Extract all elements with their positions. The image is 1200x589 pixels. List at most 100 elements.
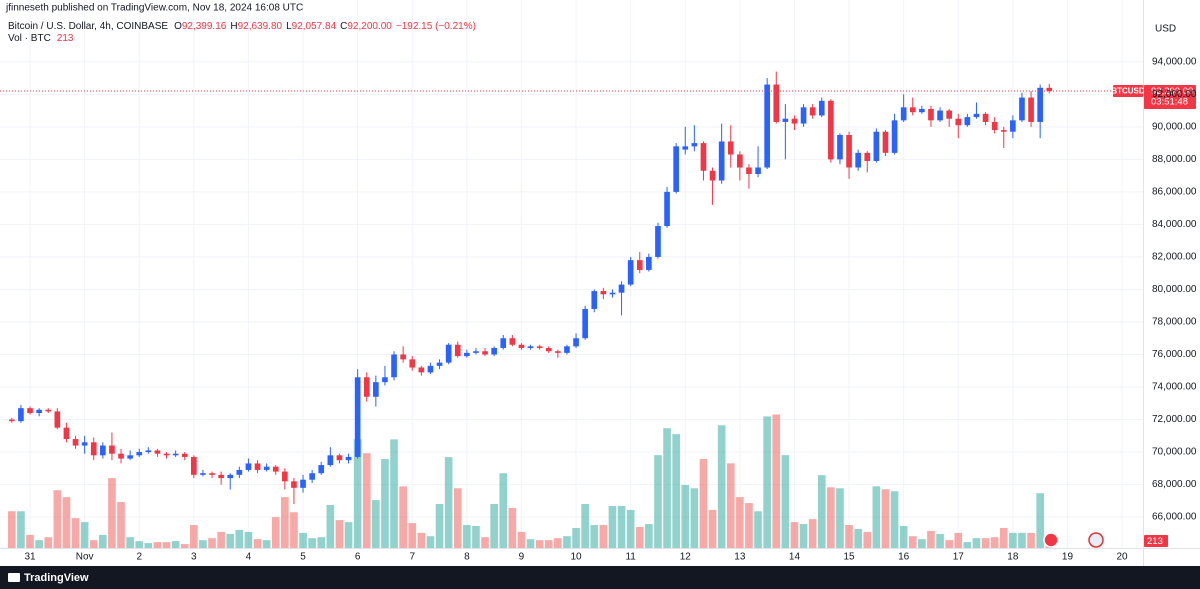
y-tick-label: 84,000.00 — [1152, 219, 1197, 230]
volume-bar — [554, 538, 562, 548]
volume-bar — [235, 529, 244, 548]
candle-body — [900, 107, 907, 121]
volume-bar — [927, 530, 935, 548]
volume-bar — [608, 505, 617, 548]
y-tick-label: 78,000.00 — [1152, 317, 1197, 328]
y-tick-label: 88,000.00 — [1152, 154, 1197, 165]
x-tick-label: 13 — [734, 552, 746, 563]
volume-bar — [845, 525, 853, 548]
volume-bar — [299, 532, 307, 548]
y-tick-label: 92,000.00 — [1152, 89, 1197, 100]
candle-body — [555, 351, 561, 353]
candle-body — [18, 408, 24, 422]
candle-body — [600, 291, 607, 295]
candle-body — [700, 143, 707, 171]
flag-icon[interactable] — [1088, 532, 1104, 548]
volume-bar — [126, 537, 134, 548]
x-tick-label: 16 — [898, 552, 910, 563]
x-tick-label: 14 — [789, 552, 801, 563]
volume-bar — [990, 537, 999, 548]
candle-body — [181, 453, 188, 457]
candle-body — [436, 362, 443, 366]
volume-bar — [881, 489, 890, 548]
volume-bar — [490, 504, 498, 548]
volume-bar — [945, 540, 953, 548]
candle-body — [755, 167, 761, 174]
currency: USD — [1155, 24, 1176, 35]
symbol-tag: BTCUSD — [1111, 87, 1145, 96]
volume-bar — [754, 511, 762, 548]
volume-bar — [499, 473, 508, 548]
candle-body — [955, 118, 962, 126]
candle-body — [36, 409, 42, 414]
x-tick-label: 11 — [625, 552, 636, 563]
volume-bar — [271, 517, 280, 548]
footer-bar — [0, 566, 1200, 589]
candle-body — [409, 359, 416, 368]
x-tick-label: 8 — [464, 552, 470, 563]
volume-bar — [35, 540, 43, 548]
x-tick-label: 31 — [24, 552, 36, 563]
candle-body — [618, 284, 625, 293]
volume-bar — [726, 463, 735, 548]
volume-bar — [981, 538, 990, 548]
volume-bar — [772, 414, 781, 548]
candle-body — [691, 143, 698, 147]
y-tick-label: 90,000.00 — [1152, 121, 1197, 132]
countdown: 03:51:48 — [1151, 97, 1188, 108]
volume-tag: 213 — [1147, 536, 1163, 547]
candle-body — [673, 146, 679, 192]
candle-body — [363, 377, 370, 397]
y-tick-label: 76,000.00 — [1152, 349, 1197, 360]
volume-bar — [362, 453, 371, 548]
volume-bar — [1027, 532, 1035, 548]
candle-body — [828, 100, 834, 160]
volume-bar — [135, 541, 144, 548]
volume-bar — [635, 526, 644, 548]
volume-bar — [599, 525, 608, 548]
volume-bar — [918, 539, 926, 548]
volume-bar — [26, 534, 34, 548]
x-tick-label: 6 — [355, 552, 361, 563]
volume-bar — [444, 457, 453, 548]
price-tag: 92,200.00 — [1151, 86, 1193, 97]
volume-bar — [53, 490, 62, 548]
x-tick-label: 10 — [570, 552, 582, 563]
candles — [9, 71, 1053, 505]
volume-bar — [745, 503, 753, 548]
volume-bar — [1009, 532, 1017, 548]
volume-bar — [180, 544, 189, 548]
volume-bar — [617, 505, 626, 548]
volume-legend-value: 213 — [57, 33, 74, 44]
candle-body — [536, 346, 543, 348]
volume-pane — [8, 414, 1054, 548]
candle-body — [482, 351, 488, 355]
y-tick-label: 74,000.00 — [1152, 382, 1197, 393]
candle-body — [727, 141, 734, 155]
candle-body — [254, 463, 261, 470]
volume-bar — [999, 527, 1008, 548]
candle-body — [864, 152, 871, 161]
candle-body — [373, 382, 379, 397]
volume-bar — [417, 532, 426, 548]
x-tick-label: 3 — [191, 552, 197, 563]
volume-bar — [690, 488, 699, 548]
candle-body — [500, 338, 507, 348]
x-tick-label: 9 — [519, 552, 525, 563]
candle-body — [1010, 120, 1016, 132]
axes: 66,000.00 68,000.00 70,000.00 72,000.00 74,0… — [24, 56, 1196, 562]
volume-bar — [854, 528, 862, 548]
candle-body — [45, 409, 52, 412]
grid — [0, 0, 1143, 548]
volume-bar — [863, 531, 872, 548]
candle-body — [518, 344, 525, 348]
volume-bar — [472, 526, 480, 548]
event-icon[interactable] — [1043, 532, 1059, 548]
candle-body — [782, 118, 789, 122]
x-tick-label: Nov — [76, 552, 94, 563]
candle-body — [9, 419, 15, 422]
volume-bar — [736, 497, 744, 548]
candle-body — [309, 473, 315, 480]
